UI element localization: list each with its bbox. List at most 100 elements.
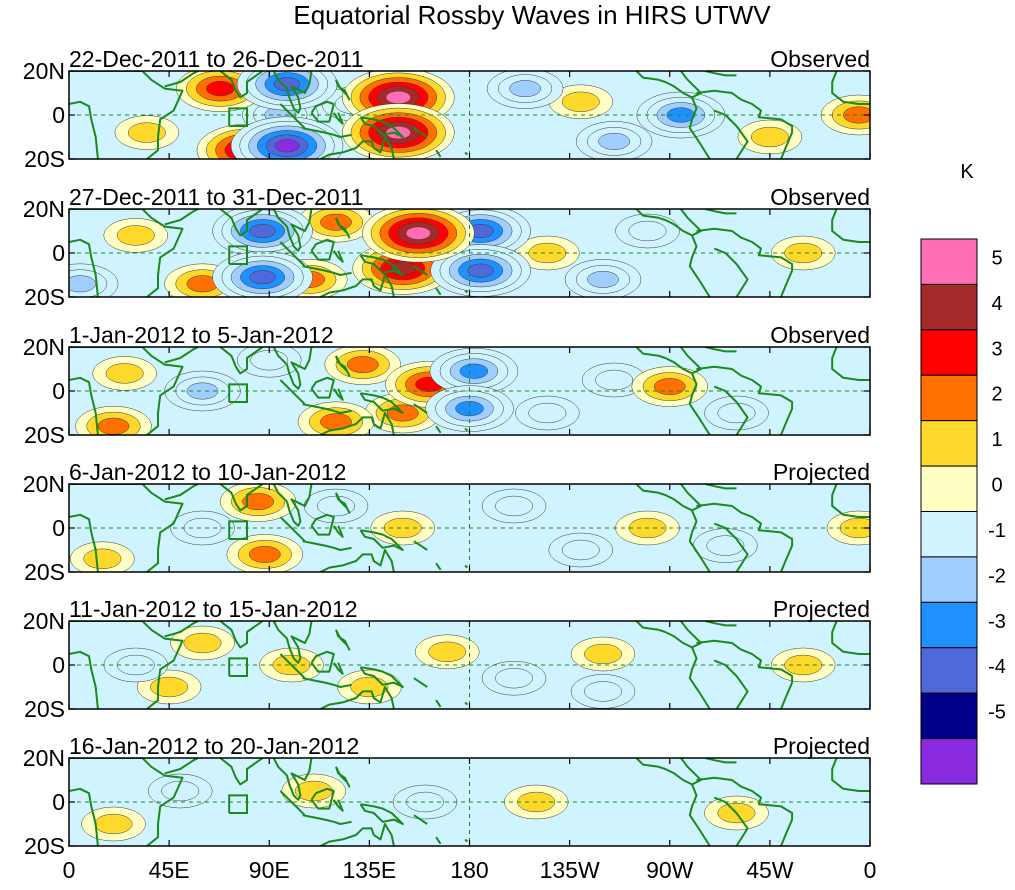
panel-period: 16-Jan-2012 to 20-Jan-2012 xyxy=(69,733,359,759)
colorbar-label: 5 xyxy=(991,247,1002,269)
contour xyxy=(389,261,416,276)
coastline xyxy=(635,484,702,512)
colorbar: K 5 4 3 2 1 0 -1 -2 -3 -4 -5 xyxy=(920,161,1006,785)
map-panel: 20N 0 20S 1-Jan-2012 to 5-Jan-2012 Observed xyxy=(23,322,871,448)
colorbar-label: -5 xyxy=(988,702,1006,724)
coastline xyxy=(696,365,794,435)
anomaly-feature xyxy=(170,625,235,661)
coastline xyxy=(688,784,711,846)
coastline xyxy=(464,838,469,843)
anomaly-feature xyxy=(70,541,135,572)
contour xyxy=(274,139,300,153)
coastline xyxy=(831,71,870,105)
anomaly-feature xyxy=(212,250,313,297)
contour xyxy=(509,80,541,98)
y-tick-label: 20N xyxy=(23,196,65,222)
coastline xyxy=(69,621,184,709)
coastline xyxy=(635,621,702,649)
y-tick-label: 0 xyxy=(52,378,65,404)
contour xyxy=(717,402,756,424)
reference-box xyxy=(228,245,248,265)
anomaly-feature xyxy=(92,356,157,391)
x-tick-label: 45E xyxy=(149,857,190,883)
coastline xyxy=(279,790,306,816)
x-tick-label: 180 xyxy=(450,857,488,883)
colorbar-label: -2 xyxy=(988,565,1006,587)
anomaly-feature xyxy=(103,218,168,253)
coastline xyxy=(332,250,344,263)
panel-kind: Observed xyxy=(770,46,870,72)
anomaly-feature xyxy=(570,674,636,709)
coastline xyxy=(310,787,335,810)
coastline xyxy=(464,427,469,432)
coastline xyxy=(413,814,428,825)
coastline xyxy=(69,347,184,435)
coastline xyxy=(69,650,99,709)
contour xyxy=(584,643,622,665)
anomaly-feature xyxy=(481,660,547,696)
anomaly-feature xyxy=(515,395,580,431)
anomaly-feature xyxy=(324,347,401,385)
coastlines xyxy=(69,347,870,435)
anomaly-feature xyxy=(481,488,547,524)
reference-box xyxy=(228,107,248,127)
contour xyxy=(405,226,431,240)
coastline xyxy=(302,265,352,276)
colorbar-label: 2 xyxy=(991,384,1002,406)
coastline xyxy=(359,392,404,414)
contour xyxy=(317,495,355,517)
coastline xyxy=(688,373,711,435)
y-tick-label: 0 xyxy=(52,515,65,541)
coastline xyxy=(279,241,306,267)
coastline xyxy=(635,209,702,237)
coastline xyxy=(69,484,184,572)
colorbar-swatch xyxy=(920,465,978,513)
coastline xyxy=(219,347,264,375)
coastline xyxy=(302,403,352,414)
contour xyxy=(584,681,622,702)
coastline xyxy=(310,376,335,399)
colorbar-swatch xyxy=(920,238,978,285)
reference-box xyxy=(228,383,248,403)
coastline xyxy=(435,562,442,571)
anomaly-feature xyxy=(430,244,531,297)
contour xyxy=(495,668,533,689)
panel-period: 22-Dec-2011 to 26-Dec-2011 xyxy=(69,46,364,72)
chart-title: Equatorial Rossby Waves in HIRS UTWV xyxy=(293,0,771,30)
contour xyxy=(206,81,235,97)
coastline xyxy=(413,127,428,138)
field xyxy=(69,71,870,159)
panel-period: 6-Jan-2012 to 10-Jan-2012 xyxy=(69,459,346,485)
coastline xyxy=(302,814,352,825)
y-tick-label: 20N xyxy=(23,608,65,634)
anomaly-feature xyxy=(176,71,265,112)
coastline xyxy=(435,836,442,845)
coastline xyxy=(688,235,711,297)
coastline xyxy=(279,103,306,129)
reference-box xyxy=(228,657,248,677)
coastline xyxy=(335,766,351,788)
coastline xyxy=(219,209,264,237)
contour xyxy=(346,356,379,374)
anomaly-feature xyxy=(362,209,475,263)
contour xyxy=(467,263,494,278)
contour xyxy=(105,363,144,384)
colorbar-units: K xyxy=(960,161,974,183)
coastline xyxy=(359,116,404,138)
contour xyxy=(455,401,484,417)
coastline xyxy=(279,653,306,679)
coastline xyxy=(831,758,870,792)
coastline xyxy=(713,659,749,709)
anomaly-feature xyxy=(425,385,514,432)
y-tick-label: 0 xyxy=(52,102,65,128)
colorbar-label: 1 xyxy=(991,429,1002,451)
coastline xyxy=(688,647,711,709)
coastline xyxy=(310,100,335,123)
x-tick-labels: 0 45E 90E 135E 180 135W 90W 45W 0 xyxy=(63,857,877,883)
coastline xyxy=(69,376,99,435)
colorbar-label: -4 xyxy=(988,656,1006,678)
field xyxy=(69,758,870,846)
anomaly-feature xyxy=(548,532,613,568)
colorbar-label: -3 xyxy=(988,611,1006,633)
